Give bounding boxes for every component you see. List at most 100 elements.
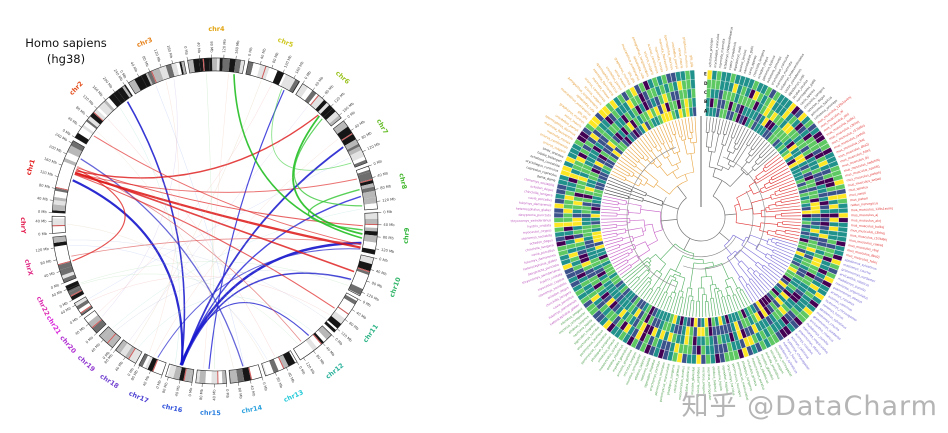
- tree-branch: [748, 283, 760, 299]
- tree-branch: [601, 220, 627, 223]
- tree-branch: [640, 182, 645, 186]
- ideogram-band: [184, 368, 192, 382]
- tree-branch: [763, 264, 781, 279]
- heatmap-cell: [732, 349, 740, 361]
- axis-tick: [303, 357, 306, 361]
- tree-branch: [692, 300, 695, 317]
- tree-arc: [768, 262, 771, 266]
- leaf-label: castor_canadensis: [728, 41, 737, 70]
- ideogram-band: [179, 61, 184, 75]
- ideogram-outline: [98, 326, 122, 349]
- ideogram-band: [128, 79, 141, 94]
- ideogram-band: [134, 75, 147, 91]
- chromosome-label: chr19: [76, 354, 97, 374]
- tree-arc: [710, 283, 716, 286]
- heatmap-cell: [790, 105, 801, 116]
- ideogram-band: [295, 83, 309, 98]
- tree-branch: [760, 273, 775, 286]
- ideogram-band: [157, 361, 167, 376]
- ideogram-outline: [295, 83, 342, 127]
- ideogram-band: [334, 307, 349, 319]
- ideogram-outline: [361, 212, 379, 255]
- leaf-label: cavia_porcellus: [531, 248, 555, 257]
- ideogram-band: [364, 227, 378, 232]
- link-chord: [233, 74, 363, 239]
- tree-branch: [714, 133, 720, 153]
- tree-branch: [765, 176, 793, 189]
- leaf-label: marmota_monax: [654, 46, 665, 73]
- ideogram-outline: [324, 292, 359, 333]
- tree-branch: [673, 281, 679, 293]
- tree-branch: [645, 182, 654, 188]
- ideogram-band: [364, 223, 378, 226]
- tree-arc: [641, 227, 645, 236]
- heatmap-cell: [826, 155, 837, 165]
- axis-tick-label: 80 Mb: [275, 377, 283, 389]
- link-chord: [271, 88, 352, 171]
- axis-tick: [60, 282, 65, 285]
- tree-branch: [602, 198, 619, 203]
- heatmap-cell: [556, 245, 568, 252]
- axis-tick-label: 80 Mb: [383, 235, 395, 240]
- tree-branch: [728, 165, 732, 170]
- axis-tick: [372, 176, 376, 178]
- tree-branch: [666, 156, 673, 167]
- tree-branch: [776, 202, 800, 207]
- tree-branch: [772, 254, 790, 265]
- axis-tick-label: 80 Mb: [130, 369, 139, 381]
- ideogram-band: [87, 314, 102, 328]
- axis-tick-label: 120 Mb: [381, 248, 396, 254]
- leaf-label: sigmodon_hispidus: [721, 365, 729, 395]
- ideogram-outline: [52, 235, 77, 284]
- ideogram-band: [199, 58, 204, 72]
- heatmap-cell: [755, 82, 765, 93]
- tree-arc: [625, 200, 627, 205]
- tree-arc: [705, 263, 722, 268]
- tree-branch: [768, 178, 772, 181]
- link-chord: [68, 239, 327, 320]
- axis-tick-label: 40 Mb: [377, 171, 389, 178]
- tree-branch: [751, 197, 772, 204]
- tree-branch: [727, 160, 731, 165]
- chromosome-chr9: 0 Mb 40 Mb 80 Mb 120 Mb chr9: [361, 210, 411, 255]
- tree-branch: [739, 290, 748, 306]
- heatmap-cell: [592, 309, 603, 320]
- heatmap-cell: [573, 138, 585, 148]
- axis-tick: [350, 128, 354, 131]
- ideogram-band: [249, 366, 255, 380]
- tree-branch: [712, 168, 716, 177]
- leaf-label: mus_musculus_c3hhej: [850, 228, 885, 235]
- tree-branch: [766, 243, 794, 256]
- ideogram-band: [326, 111, 340, 124]
- heatmap-cell: [716, 70, 723, 81]
- ideogram-band: [181, 60, 187, 75]
- tree-branch: [679, 273, 681, 277]
- axis-tick: [110, 347, 113, 351]
- axis-tick: [179, 380, 181, 384]
- tree-branch: [632, 234, 644, 239]
- backbone-arc: [660, 196, 736, 258]
- heatmap-cell: [829, 213, 839, 218]
- leaf-label: ellobius_talpinus: [712, 366, 718, 392]
- tree-branch: [705, 267, 707, 277]
- ideogram-band: [357, 260, 373, 272]
- heatmap-cell: [559, 253, 570, 262]
- heatmap-cell: [812, 130, 823, 140]
- tree-branch: [762, 166, 766, 170]
- tree-branch: [773, 249, 793, 259]
- tree-branch: [714, 288, 720, 316]
- tree-branch: [751, 163, 757, 168]
- heatmap-cell: [829, 221, 839, 227]
- tree-branch: [672, 274, 675, 277]
- tree-branch: [782, 221, 801, 223]
- ideogram-band: [363, 197, 378, 205]
- axis-tick: [275, 372, 277, 376]
- axis-tick-label: 0 Mb: [334, 337, 344, 347]
- axis-tick: [261, 376, 264, 381]
- heatmap-cell: [693, 317, 698, 328]
- ideogram-band: [64, 151, 80, 163]
- ideogram-band: [122, 85, 132, 98]
- heatmap-cell: [837, 226, 848, 233]
